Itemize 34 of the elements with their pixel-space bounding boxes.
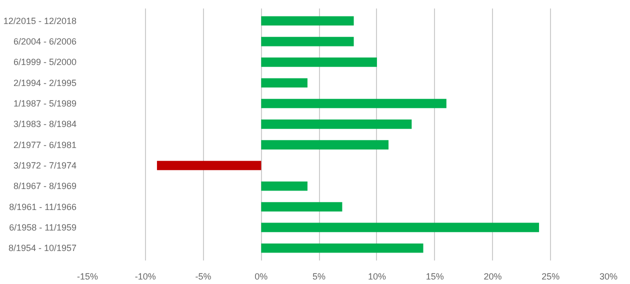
x-tick-label: -15% — [76, 272, 98, 282]
y-tick-label: 6/1958 - 11/1959 — [9, 222, 76, 232]
x-tick-label: 0% — [254, 272, 268, 282]
bar — [261, 36, 354, 46]
x-tick-label: 25% — [542, 272, 560, 282]
y-tick-label: 8/1967 - 8/1969 — [13, 181, 77, 192]
x-tick-label: 20% — [484, 272, 502, 282]
y-tick-label: 2/1977 - 6/1981 — [13, 140, 77, 150]
bar — [261, 140, 389, 150]
y-tick-label: 2/1994 - 2/1995 — [13, 78, 77, 88]
x-tick-label: -10% — [134, 272, 156, 282]
x-tick-label: -5% — [195, 272, 212, 282]
y-tick-label: 8/1954 - 10/1957 — [8, 243, 77, 254]
bar — [261, 58, 377, 67]
y-tick-label: 3/1972 - 7/1974 — [13, 160, 77, 170]
bar — [156, 160, 262, 170]
bar — [261, 120, 412, 129]
x-tick-label: 15% — [426, 272, 444, 282]
bar — [261, 222, 540, 232]
bar — [261, 181, 308, 191]
y-tick-label: 12/2015 - 12/2018 — [3, 16, 77, 26]
x-tick-label: 10% — [368, 272, 386, 282]
y-tick-label: 6/2004 - 6/2006 — [13, 36, 77, 47]
y-tick-label: 8/1961 - 11/1966 — [9, 202, 76, 212]
y-tick-label: 1/1987 - 5/1989 — [13, 98, 77, 109]
y-tick-label: 6/1999 - 5/2000 — [13, 57, 77, 68]
x-tick-label: 5% — [312, 272, 326, 282]
bar — [261, 243, 424, 253]
bar — [261, 78, 308, 88]
bar — [261, 16, 354, 26]
bar — [261, 98, 446, 108]
bar — [261, 202, 342, 212]
y-tick-label: 3/1983 - 8/1984 — [13, 119, 77, 130]
x-tick-label: 30% — [599, 272, 618, 282]
